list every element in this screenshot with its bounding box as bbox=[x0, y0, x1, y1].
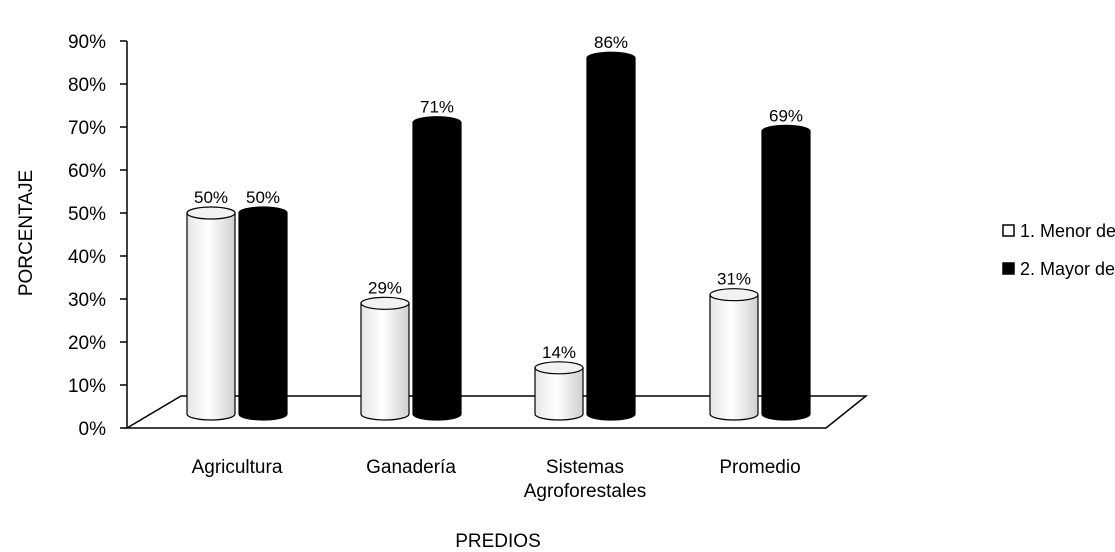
bar-body bbox=[412, 122, 462, 421]
floor-plane bbox=[124, 395, 869, 429]
bar-top bbox=[238, 206, 288, 220]
y-tick-label: 90% bbox=[68, 32, 106, 53]
bars bbox=[186, 51, 811, 421]
bar-body bbox=[360, 302, 410, 421]
data-label: 14% bbox=[542, 343, 576, 362]
bar-top bbox=[360, 296, 410, 310]
bar bbox=[534, 361, 584, 421]
y-tick-label: 10% bbox=[68, 376, 106, 397]
bar bbox=[709, 288, 759, 421]
bar-body bbox=[709, 294, 759, 421]
legend-swatch bbox=[1002, 262, 1015, 275]
y-tick-label: 20% bbox=[68, 333, 106, 354]
data-label: 71% bbox=[420, 98, 454, 117]
data-label: 86% bbox=[594, 33, 628, 52]
y-tick-label: 50% bbox=[68, 204, 106, 225]
bar bbox=[186, 206, 236, 421]
legend-item: 2. Mayor de 50 m bbox=[1002, 259, 1115, 279]
bar-body bbox=[534, 367, 584, 421]
data-label: 50% bbox=[246, 188, 280, 207]
bar bbox=[412, 116, 462, 421]
bar-body bbox=[586, 57, 636, 421]
y-tick-label: 60% bbox=[68, 161, 106, 182]
legend-label: 1. Menor de 50 m bbox=[1020, 221, 1115, 241]
bar bbox=[360, 296, 410, 421]
x-tick-label: Sistemas Agroforestales bbox=[524, 457, 647, 502]
legend-swatch bbox=[1002, 224, 1015, 237]
y-tick-label: 30% bbox=[68, 290, 106, 311]
bar-body bbox=[761, 130, 811, 421]
data-label: 29% bbox=[368, 278, 402, 297]
x-axis-title: PREDIOS bbox=[455, 531, 541, 552]
bar-top bbox=[534, 361, 584, 375]
bar-top bbox=[709, 288, 759, 302]
y-axis-title: PORCENTAJE bbox=[16, 170, 37, 296]
data-label: 69% bbox=[769, 106, 803, 125]
bar-body bbox=[238, 212, 288, 421]
bar bbox=[761, 124, 811, 421]
y-tick-label: 70% bbox=[68, 118, 106, 139]
x-tick-label: Ganadería bbox=[366, 457, 456, 478]
bar-top bbox=[586, 51, 636, 65]
data-labels: 50% 29% 14% 31% 50% 71% 86% 69% bbox=[194, 33, 803, 362]
bar bbox=[238, 206, 288, 421]
x-axis-labels: Agricultura Ganadería Sistemas Agroforestal… bbox=[192, 457, 801, 502]
bar-top bbox=[186, 206, 236, 220]
y-axis: 0% 10% 20% 30% 40% 50% 60% 70% 80% 90% bbox=[68, 32, 128, 440]
chart-floor bbox=[124, 395, 869, 429]
legend-item: 1. Menor de 50 m bbox=[1002, 221, 1115, 241]
data-label: 50% bbox=[194, 188, 228, 207]
legend-label: 2. Mayor de 50 m bbox=[1020, 259, 1115, 279]
bar-top bbox=[412, 116, 462, 130]
x-tick-label: Agricultura bbox=[192, 457, 283, 478]
bar-body bbox=[186, 212, 236, 421]
data-label: 31% bbox=[717, 270, 751, 289]
y-tick-label: 40% bbox=[68, 247, 106, 268]
legend: 1. Menor de 50 m 2. Mayor de 50 m bbox=[1002, 221, 1115, 279]
y-tick-label: 0% bbox=[79, 419, 107, 440]
y-tick-label: 80% bbox=[68, 75, 106, 96]
x-tick-label: Promedio bbox=[719, 457, 800, 478]
bar bbox=[586, 51, 636, 421]
bar-top bbox=[761, 124, 811, 138]
